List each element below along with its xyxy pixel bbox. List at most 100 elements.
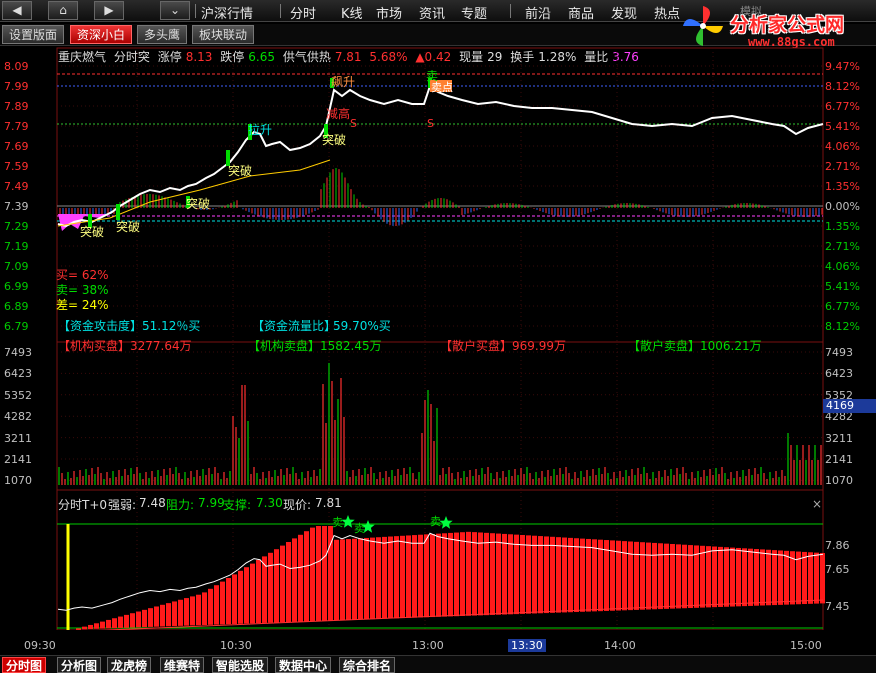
menu-item-simulate[interactable]: 模拟 [740, 5, 762, 18]
menu-item-frontier[interactable]: 前沿 [525, 7, 552, 22]
price-tick-right: 4.06% [825, 260, 860, 273]
tab-dragon-tiger[interactable]: 龙虎榜 [107, 657, 152, 673]
average-price-line [57, 159, 331, 227]
menu-item-discover[interactable]: 发现 [611, 7, 638, 22]
t0-red-bar [778, 550, 783, 605]
tab-analysis-chart[interactable]: 分析图 [57, 657, 102, 673]
volume-current-marker: 4169 [823, 399, 876, 413]
t0-red-bar [640, 542, 645, 610]
t0-red-bar [514, 534, 519, 615]
t0-red-bar [742, 548, 747, 607]
signal-candle [330, 78, 334, 88]
t0-red-bar [772, 550, 777, 606]
t0-support-label: 支撑: [223, 498, 252, 512]
logo-brand-text: 分析家公式网 [730, 14, 845, 36]
home-button[interactable]: ⌂ [48, 1, 78, 20]
fund-flow-label: 【资金流量比】 [252, 319, 337, 333]
tab-data-center[interactable]: 数据中心 [275, 657, 332, 673]
tab-layout-settings[interactable]: 设置版面 [2, 25, 65, 44]
t0-red-bar [304, 531, 309, 622]
retail-sell-label: 【散户卖盘】 [628, 339, 701, 353]
t0-red-bar [754, 549, 759, 606]
t0-red-bar [718, 546, 723, 607]
t0-red-bar [196, 594, 201, 626]
t0-red-bar [796, 551, 801, 605]
t0-red-bar [808, 552, 813, 604]
t0-red-bar [424, 534, 429, 618]
price-tick-left: 7.09 [4, 260, 29, 273]
t0-red-bar [526, 535, 531, 614]
menu-item-topics[interactable]: 专题 [461, 7, 488, 22]
t0-red-bar [466, 531, 471, 616]
t0-red-bar [688, 545, 693, 609]
t0-red-bar [328, 526, 333, 621]
t0-red-bar [646, 542, 651, 610]
menu-separator [510, 4, 511, 18]
volume-tick-right: 5352 [825, 388, 853, 402]
menu-item-commodities[interactable]: 商品 [568, 7, 595, 22]
menu-item-kline[interactable]: K线 [341, 7, 363, 22]
back-button[interactable]: ◀ [2, 1, 32, 20]
t0-red-bar [454, 532, 459, 617]
volume-tick-right: 7493 [825, 346, 853, 359]
tab-weisaite[interactable]: 维赛特 [160, 657, 205, 673]
menu-item-news[interactable]: 资讯 [419, 7, 446, 22]
price-tick-right: 5.41% [825, 280, 860, 293]
tab-smart-screener[interactable]: 智能选股 [212, 657, 269, 673]
change-amount: ▲0.42 [415, 50, 452, 64]
t0-red-bar [220, 581, 225, 625]
t0-red-bar [652, 542, 657, 610]
menu-market-quotes[interactable]: 沪深行情 [201, 7, 254, 22]
tab-bull-eagle[interactable]: 多头鹰 [137, 25, 188, 44]
t0-red-bar [508, 534, 513, 615]
t0-red-bar [820, 553, 825, 604]
menu-item-market[interactable]: 市场 [376, 7, 403, 22]
menu-item-hotspot[interactable]: 热点 [654, 7, 681, 22]
signal-marker-s: S [350, 117, 357, 130]
tab-timeshare-chart[interactable]: 分时图 [2, 657, 47, 673]
menu-item-timeshare[interactable]: 分时 [290, 7, 317, 22]
tab-sector-linkage[interactable]: 板块联动 [192, 25, 255, 44]
take-profit-label: 减高 [326, 106, 350, 121]
t0-red-bar [226, 578, 231, 625]
buy-zone-fill [58, 214, 110, 231]
t0-red-bar [166, 603, 171, 627]
t0-red-bar [682, 544, 687, 609]
t0-red-bar [274, 549, 279, 623]
t0-red-bar [460, 532, 465, 616]
t0-red-bar [358, 538, 363, 620]
stock-name: 重庆燃气 [58, 50, 107, 64]
t0-resistance-label: 阻力: [166, 498, 195, 512]
volume-value: 29 [487, 50, 503, 64]
t0-red-bar [190, 596, 195, 626]
t0-sell-label: 卖 [354, 522, 365, 535]
volume-tick-left: 2141 [4, 453, 32, 466]
price-tick-right: 1.35% [825, 180, 860, 193]
t0-red-bar [130, 613, 135, 628]
t0-red-bar [760, 549, 765, 606]
close-panel-icon[interactable]: × [812, 497, 823, 511]
collapse-button[interactable]: ⌄ [160, 1, 190, 20]
forward-button[interactable]: ▶ [94, 1, 124, 20]
t0-price-line [57, 532, 824, 611]
t0-red-bar [562, 537, 567, 613]
ratio-label: 量比 [584, 50, 609, 64]
t0-red-bar [184, 598, 189, 626]
t0-axis-tick: 7.45 [825, 600, 850, 613]
price-tick-left: 6.99 [4, 280, 29, 293]
time-tick: 13:30 [508, 639, 546, 652]
buy-ratio-text: 买= 62% [56, 268, 109, 282]
plot-frame [56, 47, 824, 630]
volume-tick-right: 4282 [825, 410, 853, 424]
t0-red-bar [556, 537, 561, 613]
t0-red-bar [664, 543, 669, 609]
t0-red-bar [574, 538, 579, 613]
fund-flow-value: 59.70%买 [333, 319, 391, 333]
tab-overall-rank[interactable]: 综合排名 [339, 657, 396, 673]
price-tick-left: 7.79 [4, 120, 29, 133]
t0-red-bar [172, 601, 177, 627]
tab-senior-novice[interactable]: 资深小白 [70, 25, 133, 44]
t0-red-bar [202, 592, 207, 626]
